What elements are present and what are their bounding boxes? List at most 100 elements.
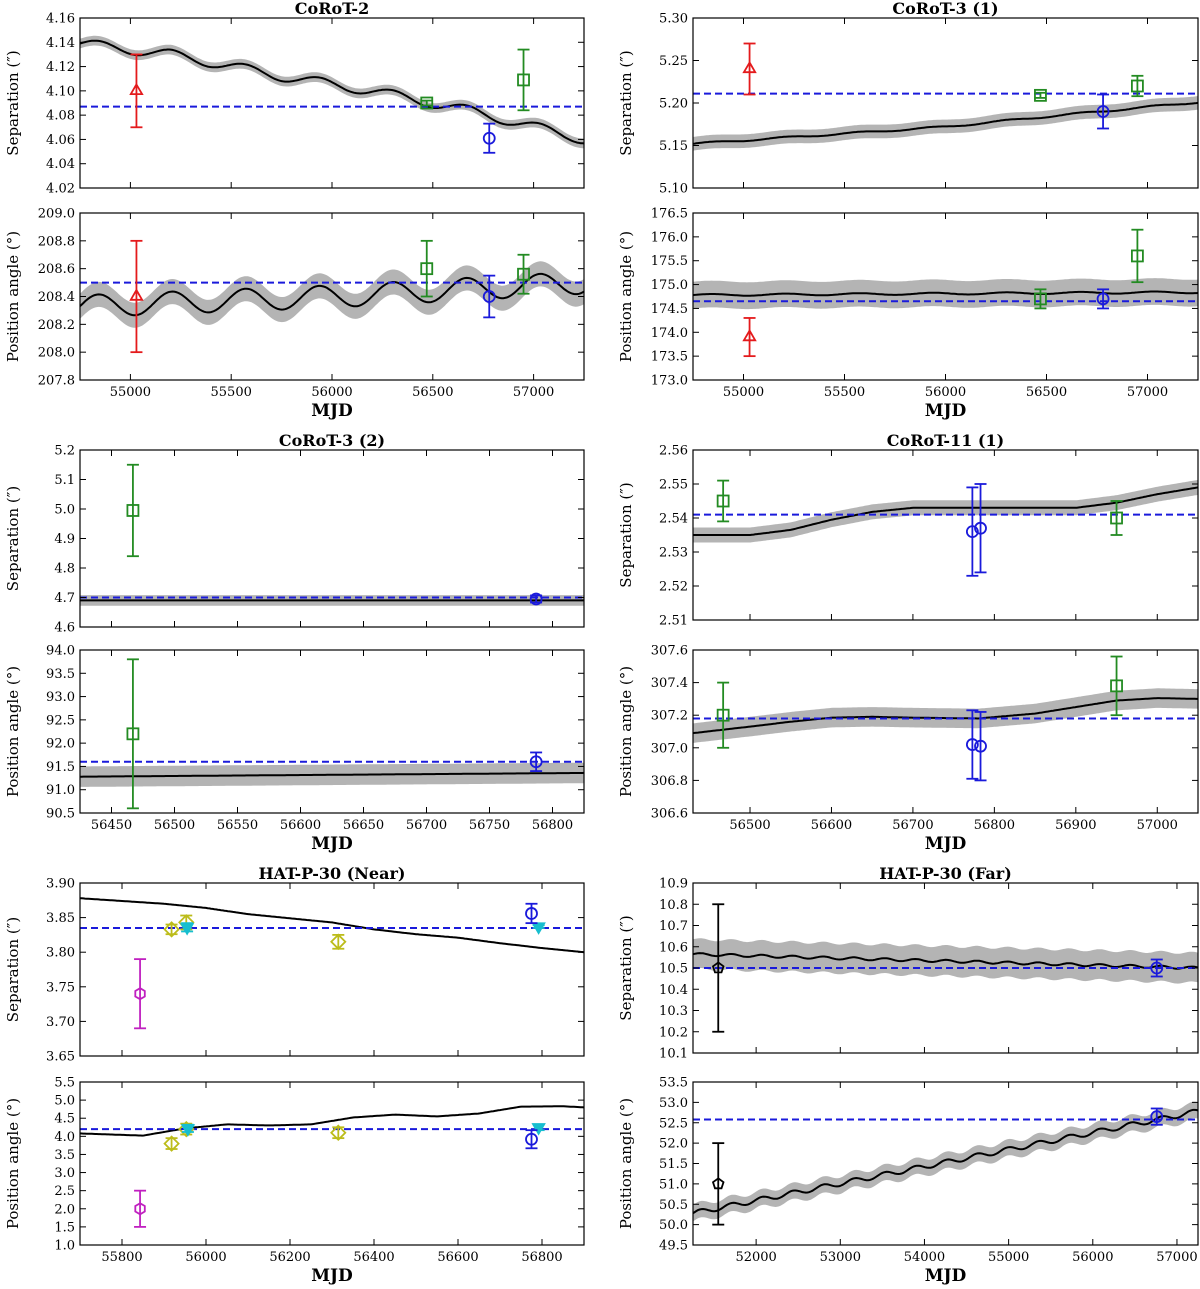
marker-circle bbox=[965, 738, 979, 751]
data-point bbox=[1034, 288, 1047, 310]
marker-pentagon bbox=[711, 1177, 725, 1190]
y-tick-label: 4.5 bbox=[54, 1112, 75, 1127]
data-point bbox=[1131, 228, 1144, 284]
marker-square bbox=[1034, 292, 1047, 306]
x-tick-label: 56650 bbox=[343, 818, 384, 833]
y-axis-label: Position angle (°) bbox=[617, 666, 635, 797]
marker-diamond bbox=[163, 921, 180, 938]
y-tick-label: 1.5 bbox=[54, 1220, 75, 1235]
marker-square bbox=[716, 708, 730, 722]
y-tick-label: 49.5 bbox=[659, 1239, 688, 1254]
y-tick-label: 208.2 bbox=[38, 318, 75, 333]
chart-title: HAT-P-30 (Far) bbox=[879, 864, 1012, 883]
data-point bbox=[163, 921, 180, 938]
chart-panel-5: 4.6 4.7 4.8 4.9 5.0 5.1 5.2 Separation (″) CoRoT… bbox=[4, 431, 585, 636]
y-tick-label: 2.54 bbox=[659, 512, 688, 527]
y-tick-label: 50.0 bbox=[659, 1218, 688, 1233]
plot-area bbox=[693, 228, 1198, 358]
x-tick-label: 57000 bbox=[1137, 818, 1178, 833]
y-tick-label: 10.6 bbox=[659, 940, 688, 955]
data-point bbox=[1096, 93, 1110, 130]
y-tick-label: 307.6 bbox=[651, 644, 688, 659]
y-tick-label: 4.06 bbox=[46, 133, 75, 148]
y-tick-label: 5.5 bbox=[54, 1076, 75, 1091]
y-tick-label: 3.85 bbox=[46, 911, 75, 926]
marker-square bbox=[420, 96, 434, 110]
marker-circle bbox=[974, 521, 987, 535]
y-tick-label: 4.10 bbox=[46, 84, 75, 99]
y-tick-label: 1.0 bbox=[54, 1239, 75, 1254]
y-tick-label: 3.5 bbox=[54, 1148, 75, 1163]
y-tick-label: 2.52 bbox=[659, 580, 688, 595]
y-axis-label: Position angle (°) bbox=[4, 1098, 22, 1229]
x-axis-label: MJD bbox=[311, 1266, 353, 1286]
y-tick-label: 4.12 bbox=[46, 60, 75, 75]
y-tick-label: 4.04 bbox=[46, 157, 75, 172]
y-tick-label: 175.5 bbox=[651, 254, 688, 269]
marker-circle bbox=[974, 739, 987, 753]
model-uncertainty-band bbox=[80, 35, 584, 149]
y-tick-label: 4.08 bbox=[46, 109, 75, 124]
x-tick-label: 56500 bbox=[412, 385, 453, 400]
data-point bbox=[525, 902, 538, 925]
marker-square bbox=[517, 267, 530, 281]
y-tick-label: 93.5 bbox=[46, 667, 75, 682]
x-tick-label: 56900 bbox=[1055, 818, 1096, 833]
y-tick-label: 53.5 bbox=[659, 1076, 688, 1091]
x-tick-label: 55500 bbox=[211, 385, 252, 400]
y-tick-label: 175.0 bbox=[651, 278, 688, 293]
y-tick-label: 53.0 bbox=[659, 1096, 688, 1111]
y-tick-label: 5.30 bbox=[659, 12, 688, 27]
data-point bbox=[330, 933, 347, 951]
marker-triangle-down bbox=[531, 1123, 546, 1136]
marker-square bbox=[126, 504, 140, 517]
data-point bbox=[420, 239, 434, 298]
model-curve bbox=[80, 897, 584, 954]
x-tick-label: 56800 bbox=[974, 818, 1015, 833]
marker-circle bbox=[482, 290, 496, 303]
data-point bbox=[129, 239, 144, 354]
y-tick-label: 5.10 bbox=[659, 182, 688, 197]
plot-area bbox=[693, 655, 1198, 782]
x-axis-label: MJD bbox=[311, 401, 353, 421]
data-point bbox=[517, 48, 530, 112]
chart-title: CoRoT-3 (2) bbox=[279, 431, 385, 450]
model-uncertainty-band bbox=[693, 479, 1198, 543]
y-tick-label: 306.8 bbox=[651, 774, 688, 789]
x-tick-label: 56550 bbox=[217, 818, 258, 833]
y-tick-label: 208.6 bbox=[38, 262, 75, 277]
data-point bbox=[179, 922, 195, 936]
marker-square bbox=[1034, 88, 1047, 102]
y-axis-label: Separation (″) bbox=[4, 917, 22, 1022]
y-tick-label: 92.0 bbox=[46, 737, 75, 752]
plot-area bbox=[80, 239, 584, 354]
x-tick-label: 57000 bbox=[513, 385, 554, 400]
plot-frame bbox=[692, 649, 1199, 814]
y-tick-label: 4.9 bbox=[54, 532, 75, 547]
x-tick-label: 56700 bbox=[406, 818, 447, 833]
x-tick-label: 57000 bbox=[1127, 385, 1168, 400]
model-uncertainty-band bbox=[693, 688, 1198, 743]
model-curve bbox=[693, 101, 1198, 145]
y-tick-label: 51.0 bbox=[659, 1177, 688, 1192]
x-tick-label: 56600 bbox=[280, 818, 321, 833]
marker-diamond bbox=[163, 1135, 180, 1152]
plot-area bbox=[693, 1101, 1198, 1226]
plot-frame bbox=[79, 882, 585, 1057]
plot-area bbox=[693, 479, 1198, 577]
y-tick-label: 5.0 bbox=[54, 503, 75, 518]
x-tick-label: 56000 bbox=[925, 385, 966, 400]
y-tick-label: 3.80 bbox=[46, 946, 75, 961]
y-tick-label: 4.16 bbox=[46, 12, 75, 27]
marker-hexagon bbox=[134, 1202, 146, 1216]
y-tick-label: 10.5 bbox=[659, 962, 688, 977]
x-tick-label: 52000 bbox=[735, 1250, 776, 1265]
chart-panel-9: 3.65 3.70 3.75 3.80 3.85 3.90 Separation (″) HA… bbox=[4, 864, 585, 1065]
model-uncertainty-band bbox=[693, 1101, 1198, 1222]
plot-area bbox=[80, 658, 584, 810]
marker-square bbox=[1131, 249, 1144, 263]
y-tick-label: 3.70 bbox=[46, 1015, 75, 1030]
y-tick-label: 94.0 bbox=[46, 644, 75, 659]
model-uncertainty-band bbox=[80, 261, 584, 328]
